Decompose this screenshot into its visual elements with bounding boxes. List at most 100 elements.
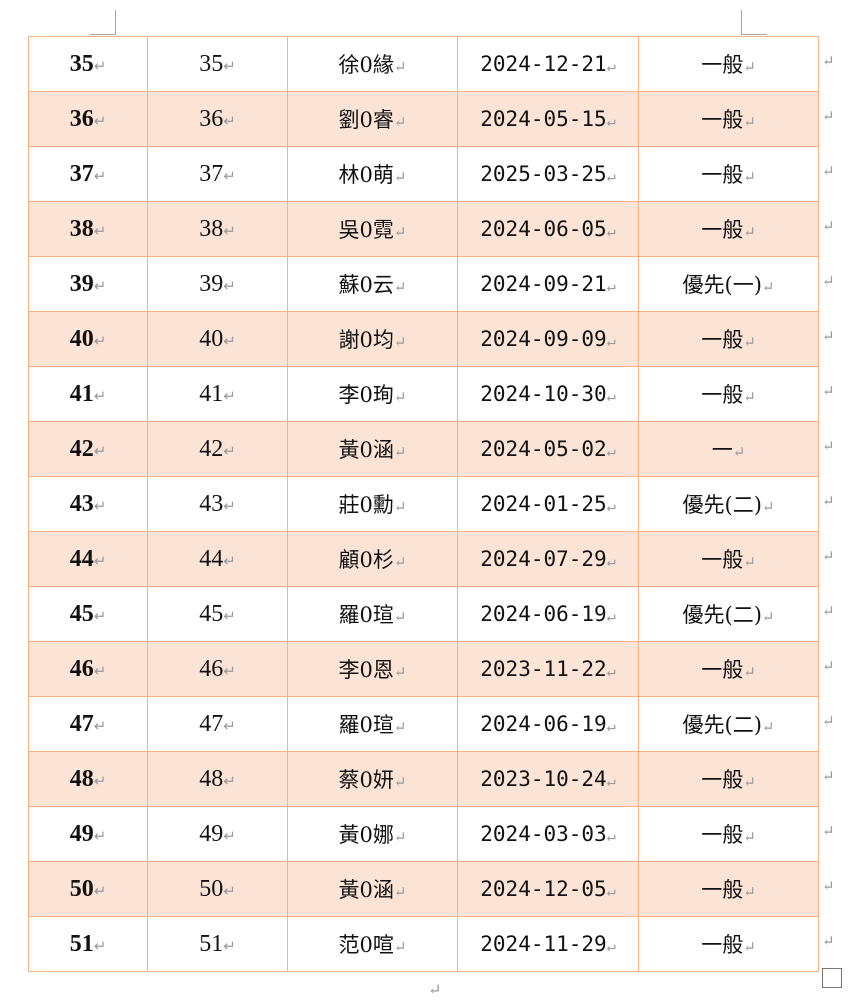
cell-end-mark: ↵ [606, 387, 616, 405]
id-cell[interactable]: 38↵ [147, 201, 288, 257]
type-cell[interactable]: 一般↵ [638, 146, 819, 202]
id-cell[interactable]: 47↵ [147, 696, 288, 752]
id-cell[interactable]: 49↵ [147, 806, 288, 862]
id-cell[interactable]: 45↵ [147, 586, 288, 642]
id-cell[interactable]: 40↵ [147, 311, 288, 367]
type-cell[interactable]: 一般↵ [638, 36, 819, 92]
cell-text: 40 [199, 325, 224, 352]
cell-end-mark: ↵ [223, 718, 236, 735]
type-cell[interactable]: 一般↵ [638, 366, 819, 422]
row-number-cell[interactable]: 51↵ [28, 916, 148, 972]
date-cell[interactable]: 2023-11-22↵ [457, 641, 639, 697]
type-cell[interactable]: 一般↵ [638, 751, 819, 807]
id-cell[interactable]: 41↵ [147, 366, 288, 422]
name-cell[interactable]: 劉0睿↵ [287, 91, 458, 147]
cell-end-mark: ↵ [223, 113, 236, 130]
name-cell[interactable]: 蔡0妍↵ [287, 751, 458, 807]
date-cell[interactable]: 2024-06-19↵ [457, 696, 639, 752]
table-row: 38↵ 38↵ 吳0霓↵ 2024-06-05↵ 一般↵ [28, 201, 819, 257]
row-number-cell[interactable]: 46↵ [28, 641, 148, 697]
cell-text: 羅0瑄 [338, 713, 394, 737]
name-cell[interactable]: 顧0杉↵ [287, 531, 458, 587]
row-number-cell[interactable]: 47↵ [28, 696, 148, 752]
type-cell[interactable]: 一般↵ [638, 916, 819, 972]
name-cell[interactable]: 羅0瑄↵ [287, 586, 458, 642]
cell-end-mark: ↵ [393, 883, 407, 901]
id-cell[interactable]: 51↵ [147, 916, 288, 972]
id-cell[interactable]: 46↵ [147, 641, 288, 697]
type-cell[interactable]: 一般↵ [638, 531, 819, 587]
row-number-cell[interactable]: 36↵ [28, 91, 148, 147]
date-cell[interactable]: 2024-12-05↵ [457, 861, 639, 917]
date-cell[interactable]: 2024-06-19↵ [457, 586, 639, 642]
id-cell[interactable]: 35↵ [147, 36, 288, 92]
row-number-cell[interactable]: 40↵ [28, 311, 148, 367]
row-number-cell[interactable]: 50↵ [28, 861, 148, 917]
cell-end-mark: ↵ [93, 608, 107, 625]
type-cell[interactable]: 一般↵ [638, 806, 819, 862]
cell-end-mark: ↵ [223, 388, 236, 405]
name-cell[interactable]: 林0萌↵ [287, 146, 458, 202]
row-number-cell[interactable]: 42↵ [28, 421, 148, 477]
row-number-cell[interactable]: 45↵ [28, 586, 148, 642]
type-cell[interactable]: 優先(二)↵ [638, 476, 819, 532]
date-cell[interactable]: 2024-07-29↵ [457, 531, 639, 587]
name-cell[interactable]: 莊0勳↵ [287, 476, 458, 532]
date-cell[interactable]: 2024-11-29↵ [457, 916, 639, 972]
name-cell[interactable]: 范0喧↵ [287, 916, 458, 972]
row-number-cell[interactable]: 44↵ [28, 531, 148, 587]
row-number-cell[interactable]: 35↵ [28, 36, 148, 92]
table-resize-handle[interactable] [822, 968, 842, 988]
type-cell[interactable]: 優先(二)↵ [638, 586, 819, 642]
cell-text: 優先(二) [682, 493, 762, 517]
type-cell[interactable]: 優先(二)↵ [638, 696, 819, 752]
date-cell[interactable]: 2024-01-25↵ [457, 476, 639, 532]
name-cell[interactable]: 黃0娜↵ [287, 806, 458, 862]
date-cell[interactable]: 2024-12-21↵ [457, 36, 639, 92]
cell-end-mark: ↵ [606, 662, 616, 680]
date-cell[interactable]: 2024-03-03↵ [457, 806, 639, 862]
id-cell[interactable]: 48↵ [147, 751, 288, 807]
id-cell[interactable]: 43↵ [147, 476, 288, 532]
name-cell[interactable]: 李0珣↵ [287, 366, 458, 422]
id-cell[interactable]: 37↵ [147, 146, 288, 202]
row-number-cell[interactable]: 39↵ [28, 256, 148, 312]
name-cell[interactable]: 徐0緣↵ [287, 36, 458, 92]
date-cell[interactable]: 2024-10-30↵ [457, 366, 639, 422]
id-cell[interactable]: 42↵ [147, 421, 288, 477]
name-cell[interactable]: 蘇0云↵ [287, 256, 458, 312]
name-cell[interactable]: 吳0霓↵ [287, 201, 458, 257]
row-number-cell[interactable]: 48↵ [28, 751, 148, 807]
type-cell[interactable]: 一↵ [638, 421, 819, 477]
cell-text: 黃0娜 [338, 823, 394, 847]
name-cell[interactable]: 謝0均↵ [287, 311, 458, 367]
row-number-cell[interactable]: 43↵ [28, 476, 148, 532]
type-cell[interactable]: 一般↵ [638, 641, 819, 697]
date-cell[interactable]: 2024-05-15↵ [457, 91, 639, 147]
id-cell[interactable]: 39↵ [147, 256, 288, 312]
type-cell[interactable]: 一般↵ [638, 861, 819, 917]
type-cell[interactable]: 一般↵ [638, 311, 819, 367]
row-number-cell[interactable]: 38↵ [28, 201, 148, 257]
cell-end-mark: ↵ [393, 773, 407, 791]
date-cell[interactable]: 2024-05-02↵ [457, 421, 639, 477]
type-cell[interactable]: 優先(一)↵ [638, 256, 819, 312]
type-cell[interactable]: 一般↵ [638, 91, 819, 147]
date-cell[interactable]: 2024-09-09↵ [457, 311, 639, 367]
type-cell[interactable]: 一般↵ [638, 201, 819, 257]
name-cell[interactable]: 黃0涵↵ [287, 861, 458, 917]
row-number-cell[interactable]: 49↵ [28, 806, 148, 862]
cell-end-mark: ↵ [732, 443, 746, 461]
date-cell[interactable]: 2023-10-24↵ [457, 751, 639, 807]
id-cell[interactable]: 36↵ [147, 91, 288, 147]
date-cell[interactable]: 2024-06-05↵ [457, 201, 639, 257]
name-cell[interactable]: 李0恩↵ [287, 641, 458, 697]
name-cell[interactable]: 羅0瑄↵ [287, 696, 458, 752]
row-number-cell[interactable]: 41↵ [28, 366, 148, 422]
id-cell[interactable]: 50↵ [147, 861, 288, 917]
date-cell[interactable]: 2025-03-25↵ [457, 146, 639, 202]
name-cell[interactable]: 黃0涵↵ [287, 421, 458, 477]
date-cell[interactable]: 2024-09-21↵ [457, 256, 639, 312]
row-number-cell[interactable]: 37↵ [28, 146, 148, 202]
id-cell[interactable]: 44↵ [147, 531, 288, 587]
